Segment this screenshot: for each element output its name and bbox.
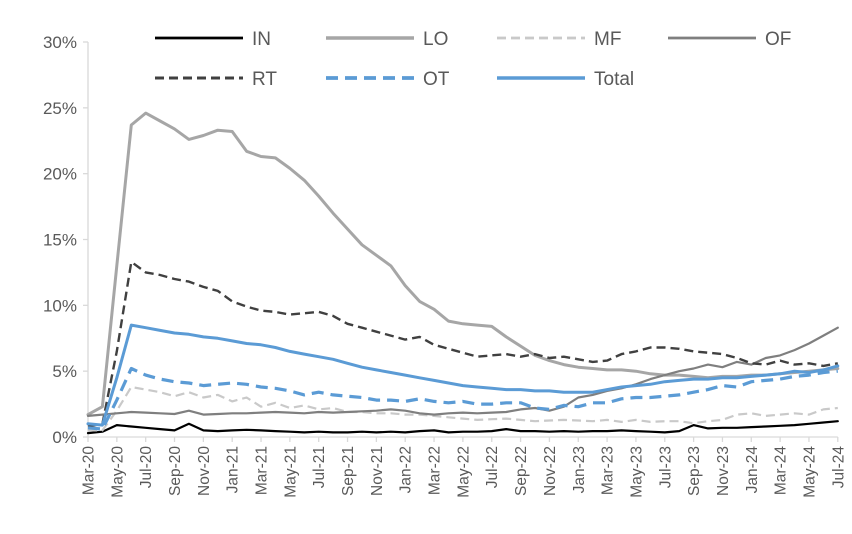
legend-item-lo: LO: [326, 29, 448, 50]
legend-label-in: IN: [252, 29, 271, 50]
x-axis-label: Jan-24: [744, 446, 761, 494]
x-axis-label: May-23: [628, 446, 645, 498]
x-axis-label: Jan-23: [571, 446, 588, 493]
x-axis-label: Sep-20: [167, 446, 184, 496]
x-axis-label: Jan-21: [225, 446, 242, 493]
legend-label-rt: RT: [252, 69, 277, 90]
x-axis-label: Jan-22: [398, 446, 415, 493]
y-axis-label: 25%: [43, 99, 77, 118]
x-axis-label: Mar-22: [427, 446, 444, 495]
series-line-ot: [87, 366, 838, 431]
x-axis-label: Mar-23: [600, 446, 617, 495]
x-axis-label: May-20: [109, 446, 126, 498]
legend-label-lo: LO: [423, 29, 448, 50]
x-axis-label: Mar-21: [254, 446, 271, 495]
series-line-rt: [87, 260, 839, 428]
series-line-total: [86, 323, 840, 427]
legend-item-mf: MF: [497, 29, 621, 50]
x-axis-label: Nov-20: [196, 446, 213, 496]
legend-label-of: OF: [765, 29, 791, 50]
series-line-lo: [86, 111, 840, 417]
y-axis-label: 15%: [43, 231, 77, 250]
legend-item-ot: OT: [326, 69, 450, 90]
legend-label-total: Total: [594, 69, 634, 90]
legend-item-rt: RT: [155, 69, 277, 90]
y-axis-label: 30%: [43, 33, 77, 52]
series-line-in: [86, 420, 839, 435]
x-axis-label: Jul-22: [484, 446, 501, 488]
legend-label-mf: MF: [594, 29, 621, 50]
x-axis-label: Sep-23: [686, 446, 703, 496]
x-axis-label: Jul-23: [657, 446, 674, 488]
x-axis-label: Nov-22: [542, 446, 559, 496]
series-line-of: [86, 326, 839, 417]
legend-label-ot: OT: [423, 69, 450, 90]
x-axis-label: Sep-21: [340, 446, 357, 496]
legend-item-of: OF: [668, 29, 791, 50]
y-axis-label: 0%: [52, 428, 77, 447]
y-axis-label: 5%: [52, 362, 77, 381]
x-axis-label: May-21: [282, 446, 299, 498]
y-axis-label: 10%: [43, 296, 77, 315]
x-axis-label: Jul-24: [830, 446, 847, 489]
y-axis-label: 20%: [43, 165, 77, 184]
legend-item-total: Total: [497, 69, 634, 90]
x-axis-label: Mar-20: [81, 446, 98, 495]
x-axis-label: Sep-22: [513, 446, 530, 496]
series-line-mf: [88, 385, 838, 432]
x-axis-label: Mar-24: [773, 446, 790, 495]
legend-item-in: IN: [155, 29, 271, 50]
x-axis-label: Jul-21: [311, 446, 328, 488]
x-axis-label: May-24: [802, 446, 819, 498]
x-axis-label: May-22: [455, 446, 472, 498]
x-axis-label: Jul-20: [138, 446, 155, 489]
x-axis-label: Nov-23: [715, 446, 732, 496]
x-axis-label: Nov-21: [369, 446, 386, 496]
